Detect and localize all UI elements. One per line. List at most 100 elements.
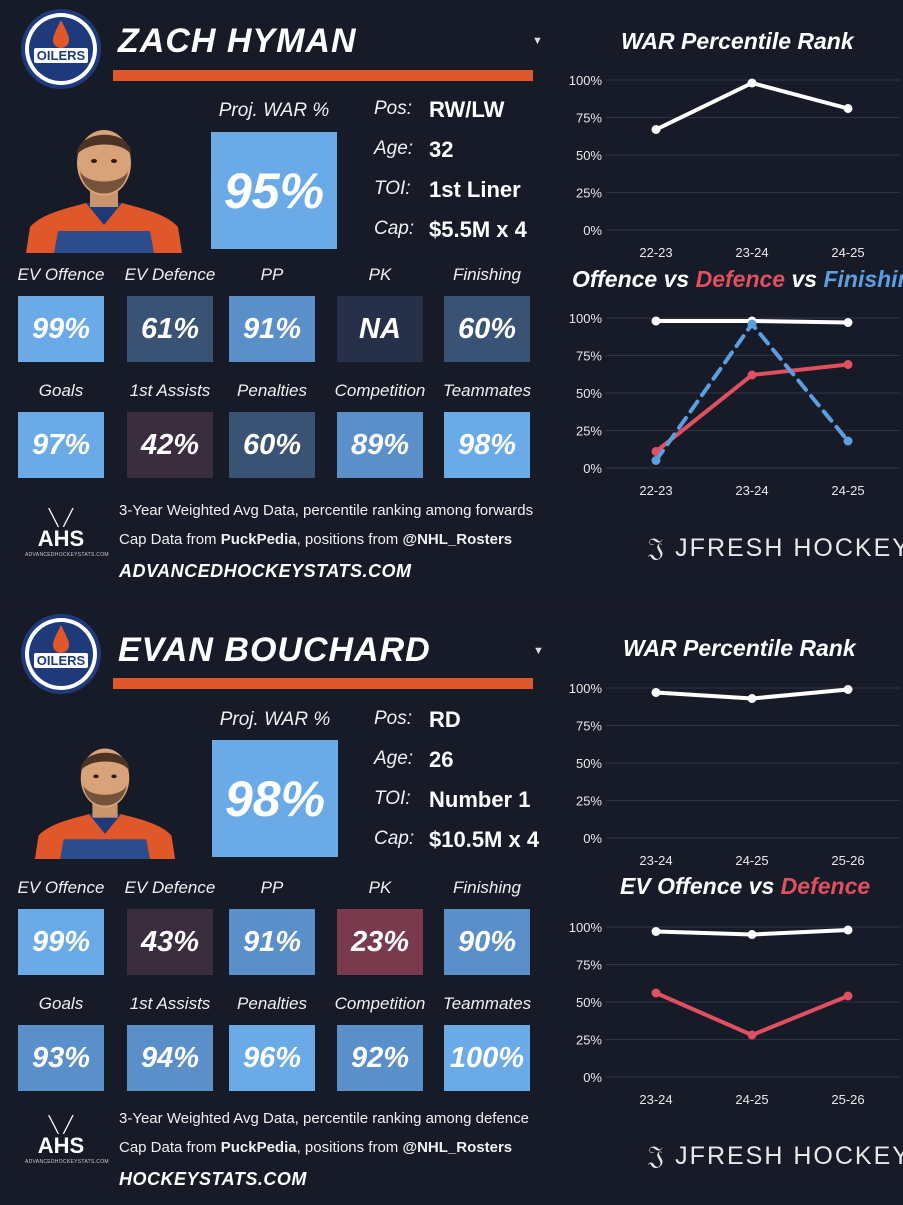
info-value: $10.5M x 4 [429,827,540,852]
x-tick-label: 23-24 [639,1092,672,1107]
site-url: ADVANCEDHOCKEYSTATS.COM [119,561,412,581]
ahs-logo-text: AHS [37,1133,85,1158]
x-tick-label: 24-25 [735,853,768,868]
oilers-logo: OILERS [20,8,102,90]
chart-title-part: EV Offence [620,873,743,899]
data-point [843,685,853,694]
x-tick-label: 25-26 [831,853,864,868]
x-tick-label: 23-24 [735,483,768,498]
chart-title-part: vs [742,873,781,899]
stat-tile: 97% [18,412,104,478]
data-point [843,360,853,369]
data-point [651,988,661,998]
stat-label: EV Offence [17,265,105,284]
footer-note: 3-Year Weighted Avg Data, percentile ran… [119,1110,529,1127]
stat-label: Competition [334,994,426,1013]
info-label: Pos: [374,98,413,119]
proj-war-value: 98% [212,740,338,857]
y-tick-label: 75% [576,719,602,734]
chart-title: EV Offence vs Defence [620,873,870,900]
data-point [651,125,661,134]
stat-tile: 42% [127,412,213,478]
y-tick-label: 50% [576,148,602,163]
chart-title-part: vs [657,266,696,292]
series-line [654,991,850,1037]
player-card: OILERS ZACH HYMAN ▼ Proj. WAR % 95% Pos: RW/LW… [0,0,903,600]
stat-label: Teammates [442,994,532,1013]
jfresh-logo-icon: 𝔍 [648,532,676,562]
info-label: Age: [374,748,414,769]
data-point [651,688,661,697]
y-tick-label: 75% [576,111,602,126]
chart-title: WAR Percentile Rank [623,635,856,661]
data-point [843,436,853,446]
info-value: 26 [429,747,454,772]
line-chart: 100% 75% 50% 25% 0% 22-23 23-24 24-25 [548,308,903,518]
credits-source: @NHL_Rosters [402,1139,513,1156]
jfresh-brand: 𝔍 JFRESH HOCKEY [648,1140,903,1172]
series-line [654,81,850,132]
stat-label: EV Defence [124,265,216,284]
stat-tile: 94% [127,1025,213,1091]
x-tick-label: 22-23 [639,245,672,260]
proj-war-value: 95% [211,132,337,249]
stat-label: Finishing [452,265,522,284]
info-label: Cap: [374,218,415,239]
line-chart-svg: 100% 75% 50% 25% 0% 22-23 23-24 24-25 [569,73,900,260]
chart-title-part: Finishing [823,266,903,292]
x-tick-label: 24-25 [735,1092,768,1107]
ahs-logo-text: AHS [37,526,85,551]
stat-label: EV Defence [124,878,216,897]
y-tick-label: 100% [569,681,603,696]
stat-tile: 89% [337,412,423,478]
stat-label: Competition [334,381,426,400]
y-tick-label: 0% [583,461,602,476]
orange-divider [113,70,533,81]
info-value: Number 1 [429,787,531,812]
line-chart-svg: 100% 75% 50% 25% 0% 23-24 24-25 25-26 [569,920,900,1107]
x-tick-label: 23-24 [639,853,672,868]
stat-label: 1st Assists [129,381,211,400]
credits-source: PuckPedia [220,1139,297,1156]
credits-text: Cap Data from [119,1139,221,1156]
stat-tile: 99% [18,296,104,362]
info-value: 32 [429,137,454,162]
data-point [651,456,661,465]
y-tick-label: 0% [583,223,602,238]
stat-label: Goals [38,381,84,400]
info-value: $5.5M x 4 [429,217,527,242]
stat-label: EV Offence [17,878,105,897]
footer-credits: Cap Data from PuckPedia, positions from … [119,531,512,548]
chart-title: Offence vs Defence vs Finishing [572,266,903,293]
y-tick-label: 50% [576,756,602,771]
stat-tile: 61% [127,296,213,362]
data-point [843,991,853,1001]
info-label: Age: [374,138,414,159]
line-chart: 100% 75% 50% 25% 0% 22-23 23-24 24-25 [548,70,903,280]
stat-label: Penalties [237,994,307,1013]
brand-text: JFRESH HOCKEY [675,1142,903,1170]
ahs-logo-subtext: ADVANCEDHOCKEYSTATS.COM [25,1159,109,1165]
credits-text: , positions from [296,531,403,548]
player-headshot [24,115,184,253]
footer-credits: Cap Data from PuckPedia, positions from … [119,1139,512,1156]
info-label: Pos: [374,708,413,729]
y-tick-label: 100% [569,920,603,935]
footer-note: 3-Year Weighted Avg Data, percentile ran… [119,502,534,519]
x-tick-label: 22-23 [639,483,672,498]
stat-label: Goals [38,994,84,1013]
y-tick-label: 75% [576,958,602,973]
ahs-logo-subtext: ADVANCEDHOCKEYSTATS.COM [25,552,109,558]
dropdown-caret-icon[interactable]: ▼ [533,645,544,657]
data-point [651,927,661,936]
y-tick-label: 25% [576,186,602,201]
site-url: HOCKEYSTATS.COM [119,1169,307,1189]
stat-tile: 96% [229,1025,315,1091]
info-label: TOI: [374,788,411,809]
data-point [747,370,757,380]
jfresh-brand: 𝔍 JFRESH HOCKEY [648,532,903,564]
y-tick-label: 0% [583,1070,602,1085]
x-tick-label: 23-24 [735,245,768,260]
y-tick-label: 0% [583,831,602,846]
dropdown-caret-icon[interactable]: ▼ [532,35,543,47]
